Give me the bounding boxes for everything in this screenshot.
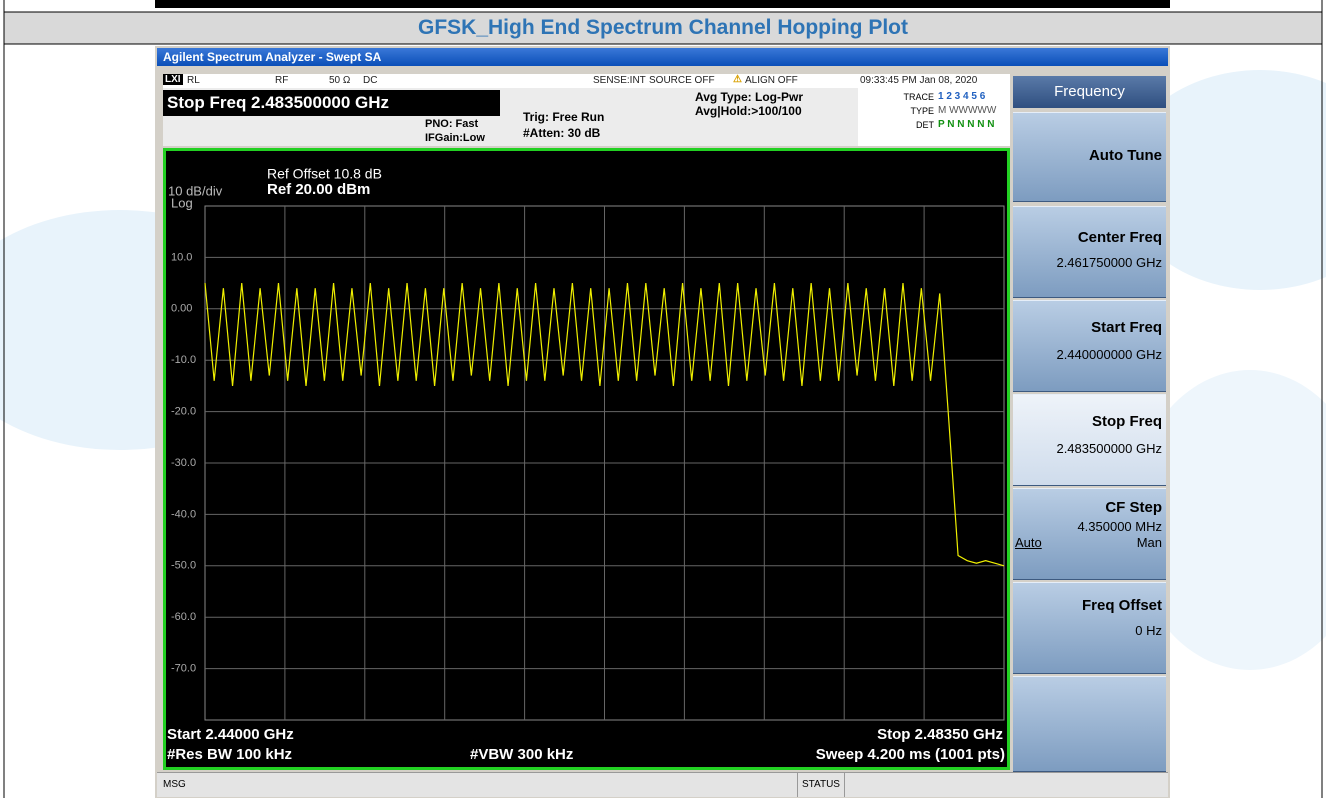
softkey-value: 4.350000 MHz	[1077, 519, 1162, 534]
y-tick-label: -30.0	[171, 457, 196, 469]
y-tick-label: 10.0	[171, 251, 192, 263]
window-title: Agilent Spectrum Analyzer - Swept SA	[157, 48, 1168, 66]
trace	[204, 283, 1005, 567]
softkey-label: Freq Offset	[1081, 597, 1162, 614]
info-area: Stop Freq 2.483500000 GHz PNO: Fast IFGa…	[163, 88, 1010, 146]
coupling: DC	[363, 75, 378, 86]
type-label: TYPE	[910, 106, 934, 116]
softkey[interactable]: CF Step 4.350000 MHz Auto Man	[1013, 488, 1166, 580]
det-label: DET	[916, 120, 934, 130]
scale-type: Log	[171, 195, 193, 210]
rl: RL	[187, 75, 200, 86]
trace: 1 2 3 4 5 6	[938, 91, 986, 102]
ref-offset: Ref Offset 10.8 dB	[267, 166, 382, 182]
det: P N N N N N	[938, 119, 995, 130]
sweep: Sweep 4.200 ms (1001 pts)	[816, 746, 1005, 763]
ifgain: IFGain:Low	[425, 132, 485, 144]
start-label: Start 2.44000 GHz	[167, 726, 294, 743]
y-tick-label: -10.0	[171, 354, 196, 366]
status: STATUS	[797, 773, 845, 797]
softkey[interactable]: Start Freq 2.440000000 GHz	[1013, 300, 1166, 392]
chart: Ref Offset 10.8 dB 10 dB/div Ref 20.00 d…	[163, 148, 1010, 770]
watermark	[1120, 70, 1326, 290]
trig: Trig: Free Run	[523, 110, 605, 124]
softkey-label: CF Step	[1105, 499, 1162, 516]
softkey-blank[interactable]	[1013, 676, 1166, 772]
sense: SENSE:INT	[593, 75, 646, 86]
prev-image	[155, 0, 1170, 8]
atten: #Atten: 30 dB	[523, 126, 601, 140]
rf: RF	[275, 75, 289, 86]
softkey[interactable]: Auto Tune	[1013, 112, 1166, 202]
vbw: #VBW 300 kHz	[470, 746, 573, 763]
softkey-value: 2.461750000 GHz	[1056, 255, 1162, 270]
softkey[interactable]: Freq Offset 0 Hz	[1013, 582, 1166, 674]
active-function: Stop Freq 2.483500000 GHz	[163, 90, 500, 116]
type: M WWWWW	[938, 105, 997, 116]
source: SOURCE OFF	[649, 75, 715, 86]
softkey-menu: Frequency	[1013, 76, 1166, 108]
plot-frame	[163, 148, 1010, 770]
header-band	[3, 11, 1323, 45]
softkey-label: Center Freq	[1077, 229, 1162, 246]
avg-hold: Avg|Hold:>100/100	[695, 104, 802, 118]
datetime: 09:33:45 PM Jan 08, 2020	[860, 75, 978, 86]
y-tick-label: 0.00	[171, 303, 192, 315]
scale: 10 dB/div	[168, 183, 223, 198]
y-tick-label: -50.0	[171, 560, 196, 572]
align: ALIGN OFF	[745, 75, 798, 86]
softkey-value: 0 Hz	[1135, 623, 1162, 638]
softkey-label: Stop Freq	[1092, 413, 1162, 430]
footer-bar: MSG STATUS	[157, 772, 1168, 797]
softkey-value: 2.440000000 GHz	[1056, 347, 1162, 362]
header-title: GFSK_High End Spectrum Channel Hopping P…	[417, 16, 908, 39]
y-tick-label: -60.0	[171, 611, 196, 623]
softkey-label: Auto Tune	[1088, 147, 1162, 164]
rbw: #Res BW 100 kHz	[167, 746, 292, 763]
msg: MSG	[163, 779, 186, 790]
y-tick-label: -70.0	[171, 663, 196, 675]
trace-label: TRACE	[903, 92, 934, 102]
trace-info: TRACE 1 2 3 4 5 6 TYPE M WWWWW DET P N N…	[858, 88, 1010, 146]
watermark	[1130, 370, 1326, 670]
avg-type: Avg Type: Log-Pwr	[695, 90, 803, 104]
y-tick-label: -40.0	[171, 508, 196, 520]
softkey-option: Man	[1136, 535, 1162, 550]
softkey-label: Start Freq	[1091, 319, 1162, 336]
softkey-value: 2.483500000 GHz	[1056, 441, 1162, 456]
softkey-selected[interactable]: Stop Freq 2.483500000 GHz	[1013, 394, 1166, 486]
impedance: 50 Ω	[329, 75, 351, 86]
softkey-option: Auto	[1015, 535, 1042, 550]
ref-level: Ref 20.00 dBm	[267, 181, 370, 198]
softkey[interactable]: Center Freq 2.461750000 GHz	[1013, 206, 1166, 298]
stop-label: Stop 2.48350 GHz	[877, 726, 1003, 743]
y-tick-label: -20.0	[171, 406, 196, 418]
status-row: LXI RL RF 50 Ω DC SENSE:INT SOURCE OFF ⚠…	[163, 74, 1010, 88]
pno: PNO: Fast	[425, 118, 479, 130]
